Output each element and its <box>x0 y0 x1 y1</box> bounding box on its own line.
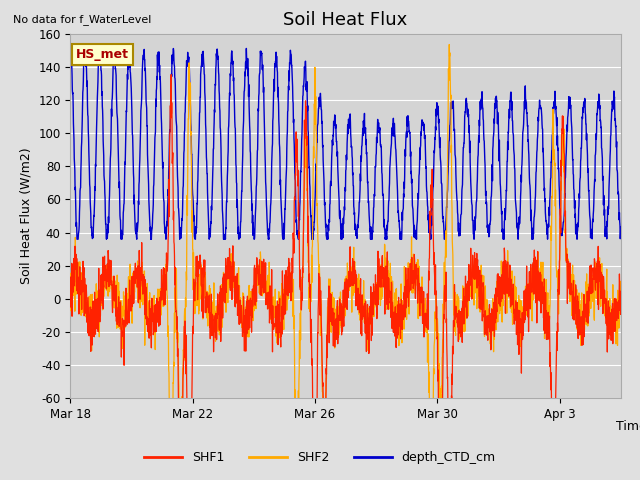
Title: Soil Heat Flux: Soil Heat Flux <box>284 11 408 29</box>
X-axis label: Time: Time <box>616 420 640 433</box>
Legend: SHF1, SHF2, depth_CTD_cm: SHF1, SHF2, depth_CTD_cm <box>140 446 500 469</box>
Y-axis label: Soil Heat Flux (W/m2): Soil Heat Flux (W/m2) <box>20 148 33 284</box>
Text: HS_met: HS_met <box>76 48 129 61</box>
Text: No data for f_WaterLevel: No data for f_WaterLevel <box>13 14 151 25</box>
